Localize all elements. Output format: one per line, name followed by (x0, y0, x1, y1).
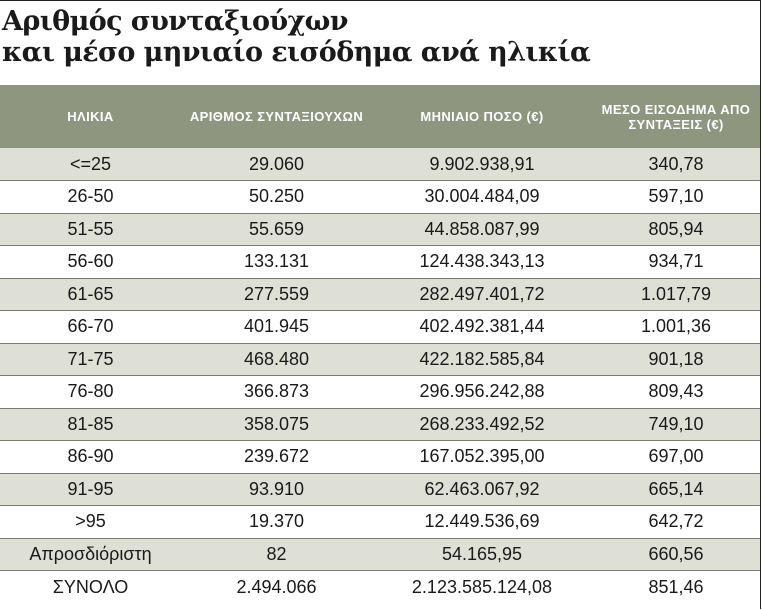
cell-count: 82 (181, 538, 372, 571)
cell-monthly: 422.182.585,84 (372, 343, 592, 376)
table-row: 61-65 277.559 282.497.401,72 1.017,79 (0, 278, 760, 311)
table-row: 51-55 55.659 44.858.087,99 805,94 (0, 213, 760, 246)
table-row: 26-50 50.250 30.004.484,09 597,10 (0, 180, 760, 214)
header-average-income: ΜΕΣΟ ΕΙΣΟΔΗΜΑ ΑΠΟ ΣΥΝΤΑΞΕΙΣ (€) (601, 101, 751, 132)
cell-age: 51-55 (0, 213, 181, 246)
cell-monthly: 296.956.242,88 (372, 375, 592, 409)
cell-count: 239.672 (181, 440, 372, 474)
header-monthly-amount: ΜΗΝΙΑΙΟ ΠΟΣΟ (€) (420, 109, 544, 124)
table-row: >95 19.370 12.449.536,69 642,72 (0, 505, 760, 539)
cell-average: 749,10 (592, 408, 760, 441)
cell-age: >95 (0, 505, 181, 539)
cell-average: 851,46 (648, 576, 704, 597)
table-row: 66-70 401.945 402.492.381,44 1.001,36 (0, 310, 760, 344)
header-age: ΗΛΙΚΙΑ (67, 109, 114, 124)
cell-age: 76-80 (0, 375, 181, 409)
cell-monthly: 2.123.585.124,08 (411, 576, 553, 597)
cell-monthly: 62.463.067,92 (372, 473, 592, 506)
cell-average: 1.001,36 (592, 310, 760, 344)
cell-monthly: 268.233.492,52 (372, 408, 592, 441)
cell-average: 597,10 (592, 180, 760, 214)
cell-count: 93.910 (181, 473, 372, 506)
cell-count: 401.945 (181, 310, 372, 344)
cell-age: 81-85 (0, 408, 181, 441)
cell-average: 934,71 (592, 245, 760, 279)
cell-monthly: 167.052.395,00 (372, 440, 592, 474)
cell-count: 366.873 (181, 375, 372, 409)
cell-count: 133.131 (181, 245, 372, 279)
cell-monthly: 44.858.087,99 (372, 213, 592, 246)
cell-age: Απροσδιόριστη (0, 538, 181, 571)
cell-age: 61-65 (0, 278, 181, 311)
table-header-row: ΗΛΙΚΙΑ ΑΡΙΘΜΟΣ ΣΥΝΤΑΞΙΟΥΧΩΝ ΜΗΝΙΑΙΟ ΠΟΣΟ… (0, 85, 760, 148)
cell-average: 665,14 (592, 473, 760, 506)
table-row: 91-95 93.910 62.463.067,92 665,14 (0, 473, 760, 506)
cell-age: 71-75 (0, 343, 181, 376)
cell-average: 809,43 (592, 375, 760, 409)
table-total-row: ΣΥΝΟΛΟ 2.494.066 2.123.585.124,08 851,46 (0, 570, 760, 603)
cell-average: 901,18 (592, 343, 760, 376)
pensioners-table: ΗΛΙΚΙΑ ΑΡΙΘΜΟΣ ΣΥΝΤΑΞΙΟΥΧΩΝ ΜΗΝΙΑΙΟ ΠΟΣΟ… (0, 85, 760, 603)
header-pensioners-count: ΑΡΙΘΜΟΣ ΣΥΝΤΑΞΙΟΥΧΩΝ (189, 109, 364, 124)
table-row: 81-85 358.075 268.233.492,52 749,10 (0, 408, 760, 441)
cell-count: 50.250 (181, 180, 372, 214)
title-line-1: Αριθμός συνταξιούχων (2, 6, 349, 37)
cell-monthly: 12.449.536,69 (372, 505, 592, 539)
cell-age: <=25 (0, 148, 181, 181)
cell-monthly: 54.165,95 (372, 538, 592, 571)
cell-average: 642,72 (592, 505, 760, 539)
cell-age: ΣΥΝΟΛΟ (52, 576, 129, 597)
cell-average: 697,00 (592, 440, 760, 474)
title-line-2: και μέσο μηνιαίο εισόδημα ανά ηλικία (2, 37, 591, 68)
table-row: Απροσδιόριστη 82 54.165,95 660,56 (0, 538, 760, 571)
cell-count: 19.370 (181, 505, 372, 539)
page-title: Αριθμός συνταξιούχων και μέσο μηνιαίο ει… (2, 6, 591, 68)
cell-count: 29.060 (181, 148, 372, 181)
cell-average: 340,78 (592, 148, 760, 181)
table-row: 86-90 239.672 167.052.395,00 697,00 (0, 440, 760, 474)
cell-age: 86-90 (0, 440, 181, 474)
cell-count: 358.075 (181, 408, 372, 441)
cell-average: 660,56 (592, 538, 760, 571)
table-row: 76-80 366.873 296.956.242,88 809,43 (0, 375, 760, 409)
cell-age: 66-70 (0, 310, 181, 344)
cell-monthly: 282.497.401,72 (372, 278, 592, 311)
cell-monthly: 124.438.343,13 (372, 245, 592, 279)
table-row: 56-60 133.131 124.438.343,13 934,71 (0, 245, 760, 279)
cell-average: 805,94 (592, 213, 760, 246)
cell-age: 26-50 (0, 180, 181, 214)
cell-count: 468.480 (181, 343, 372, 376)
cell-age: 91-95 (0, 473, 181, 506)
cell-age: 56-60 (0, 245, 181, 279)
cell-count: 55.659 (181, 213, 372, 246)
table-row: 71-75 468.480 422.182.585,84 901,18 (0, 343, 760, 376)
cell-monthly: 30.004.484,09 (372, 180, 592, 214)
cell-average: 1.017,79 (592, 278, 760, 311)
table-row: <=25 29.060 9.902.938,91 340,78 (0, 148, 760, 181)
cell-count: 2.494.066 (236, 576, 317, 597)
cell-monthly: 402.492.381,44 (372, 310, 592, 344)
cell-count: 277.559 (181, 278, 372, 311)
cell-monthly: 9.902.938,91 (372, 148, 592, 181)
